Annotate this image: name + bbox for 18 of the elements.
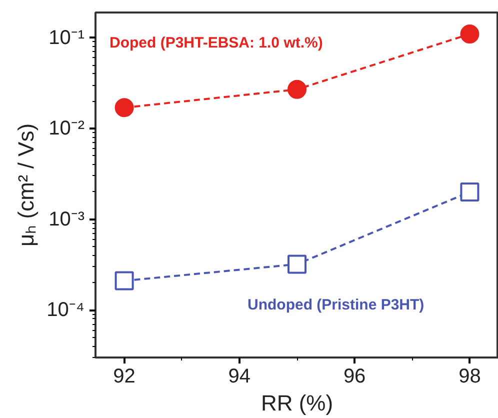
y-tick-label: 10⁻² <box>48 118 85 140</box>
point <box>114 98 134 118</box>
y-tick-label: 10⁻³ <box>48 208 85 230</box>
x-axis-title: RR (%) <box>260 390 334 416</box>
series-label: Doped (P3HT-EBSA: 1.0 wt.%) <box>110 34 323 52</box>
x-tick-label: 96 <box>343 366 366 388</box>
series-label: Undoped (Pristine P3HT) <box>248 296 424 314</box>
point <box>288 80 306 99</box>
point <box>460 182 480 202</box>
x-tick-label: 92 <box>113 366 136 388</box>
x-tick-label: 94 <box>228 366 251 388</box>
point <box>114 271 134 290</box>
y-tick-label: 10⁻⁴ <box>46 299 85 322</box>
point <box>288 254 306 274</box>
point <box>460 24 480 44</box>
y-axis-title: μₕ (cm² / Vs) <box>14 123 39 247</box>
y-tick-label: 10⁻¹ <box>48 26 85 49</box>
x-tick-label: 98 <box>458 366 481 388</box>
